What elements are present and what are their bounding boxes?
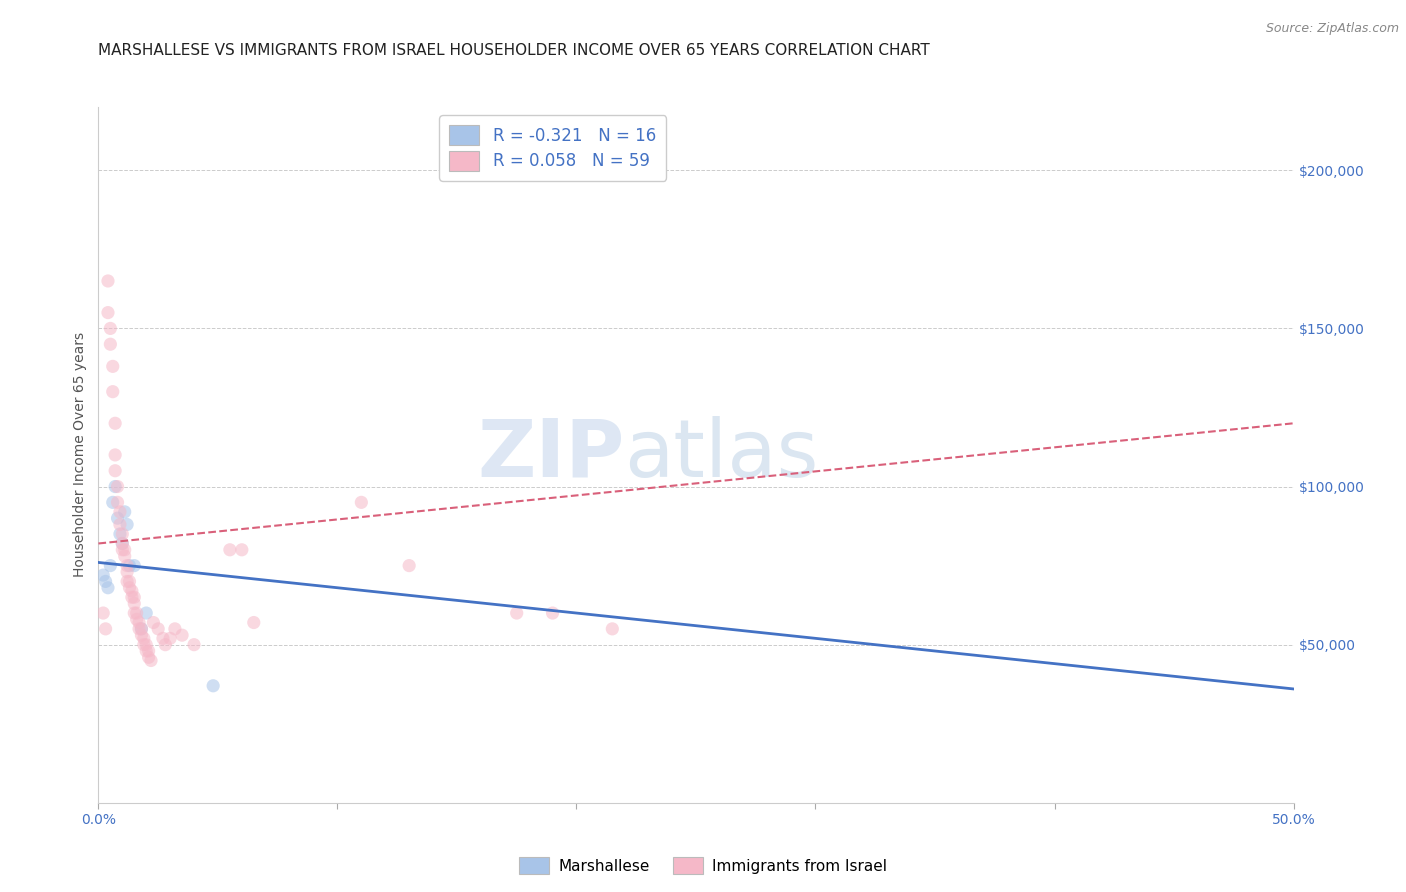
Point — [115, 558, 138, 573]
Point — [104, 448, 127, 462]
Point — [124, 558, 146, 573]
Legend: R = -0.321   N = 16, R = 0.058   N = 59: R = -0.321 N = 16, R = 0.058 N = 59 — [439, 115, 666, 180]
Point — [219, 542, 242, 557]
Point — [118, 574, 141, 589]
Point — [104, 417, 127, 431]
Point — [131, 622, 153, 636]
Point — [131, 628, 153, 642]
Point — [111, 542, 134, 557]
Point — [101, 384, 124, 399]
Point — [541, 606, 564, 620]
Point — [163, 622, 186, 636]
Point — [506, 606, 529, 620]
Point — [121, 591, 143, 605]
Point — [97, 274, 120, 288]
Point — [104, 464, 127, 478]
Point — [91, 606, 114, 620]
Point — [125, 612, 148, 626]
Point — [108, 517, 131, 532]
Point — [104, 479, 127, 493]
Point — [139, 653, 162, 667]
Point — [135, 638, 157, 652]
Point — [135, 644, 157, 658]
Point — [132, 638, 155, 652]
Point — [98, 337, 122, 351]
Text: MARSHALLESE VS IMMIGRANTS FROM ISRAEL HOUSEHOLDER INCOME OVER 65 YEARS CORRELATI: MARSHALLESE VS IMMIGRANTS FROM ISRAEL HO… — [98, 43, 931, 58]
Point — [98, 321, 122, 335]
Point — [159, 632, 181, 646]
Point — [115, 565, 138, 579]
Point — [97, 305, 120, 319]
Point — [115, 517, 138, 532]
Point — [94, 574, 117, 589]
Point — [94, 622, 117, 636]
Point — [202, 679, 225, 693]
Point — [138, 644, 160, 658]
Point — [91, 568, 114, 582]
Point — [114, 542, 136, 557]
Point — [111, 527, 134, 541]
Text: Source: ZipAtlas.com: Source: ZipAtlas.com — [1265, 22, 1399, 36]
Point — [118, 581, 141, 595]
Y-axis label: Householder Income Over 65 years: Householder Income Over 65 years — [73, 333, 87, 577]
Point — [172, 628, 194, 642]
Point — [132, 632, 155, 646]
Point — [108, 527, 131, 541]
Point — [152, 632, 174, 646]
Point — [602, 622, 624, 636]
Point — [155, 638, 177, 652]
Point — [115, 574, 138, 589]
Text: ZIP: ZIP — [477, 416, 624, 494]
Point — [121, 583, 143, 598]
Point — [111, 536, 134, 550]
Point — [107, 495, 129, 509]
Text: atlas: atlas — [624, 416, 818, 494]
Point — [124, 591, 146, 605]
Point — [183, 638, 205, 652]
Point — [97, 581, 120, 595]
Point — [128, 622, 150, 636]
Point — [101, 495, 124, 509]
Point — [135, 606, 157, 620]
Point — [118, 558, 141, 573]
Point — [138, 650, 160, 665]
Point — [108, 505, 131, 519]
Point — [142, 615, 165, 630]
Legend: Marshallese, Immigrants from Israel: Marshallese, Immigrants from Israel — [513, 851, 893, 880]
Point — [124, 597, 146, 611]
Point — [114, 549, 136, 563]
Point — [350, 495, 373, 509]
Point — [148, 622, 170, 636]
Point — [107, 511, 129, 525]
Point — [124, 606, 146, 620]
Point — [114, 505, 136, 519]
Point — [101, 359, 124, 374]
Point — [128, 615, 150, 630]
Point — [243, 615, 266, 630]
Point — [398, 558, 420, 573]
Point — [111, 536, 134, 550]
Point — [125, 606, 148, 620]
Point — [107, 479, 129, 493]
Point — [98, 558, 122, 573]
Point — [231, 542, 253, 557]
Point — [131, 622, 153, 636]
